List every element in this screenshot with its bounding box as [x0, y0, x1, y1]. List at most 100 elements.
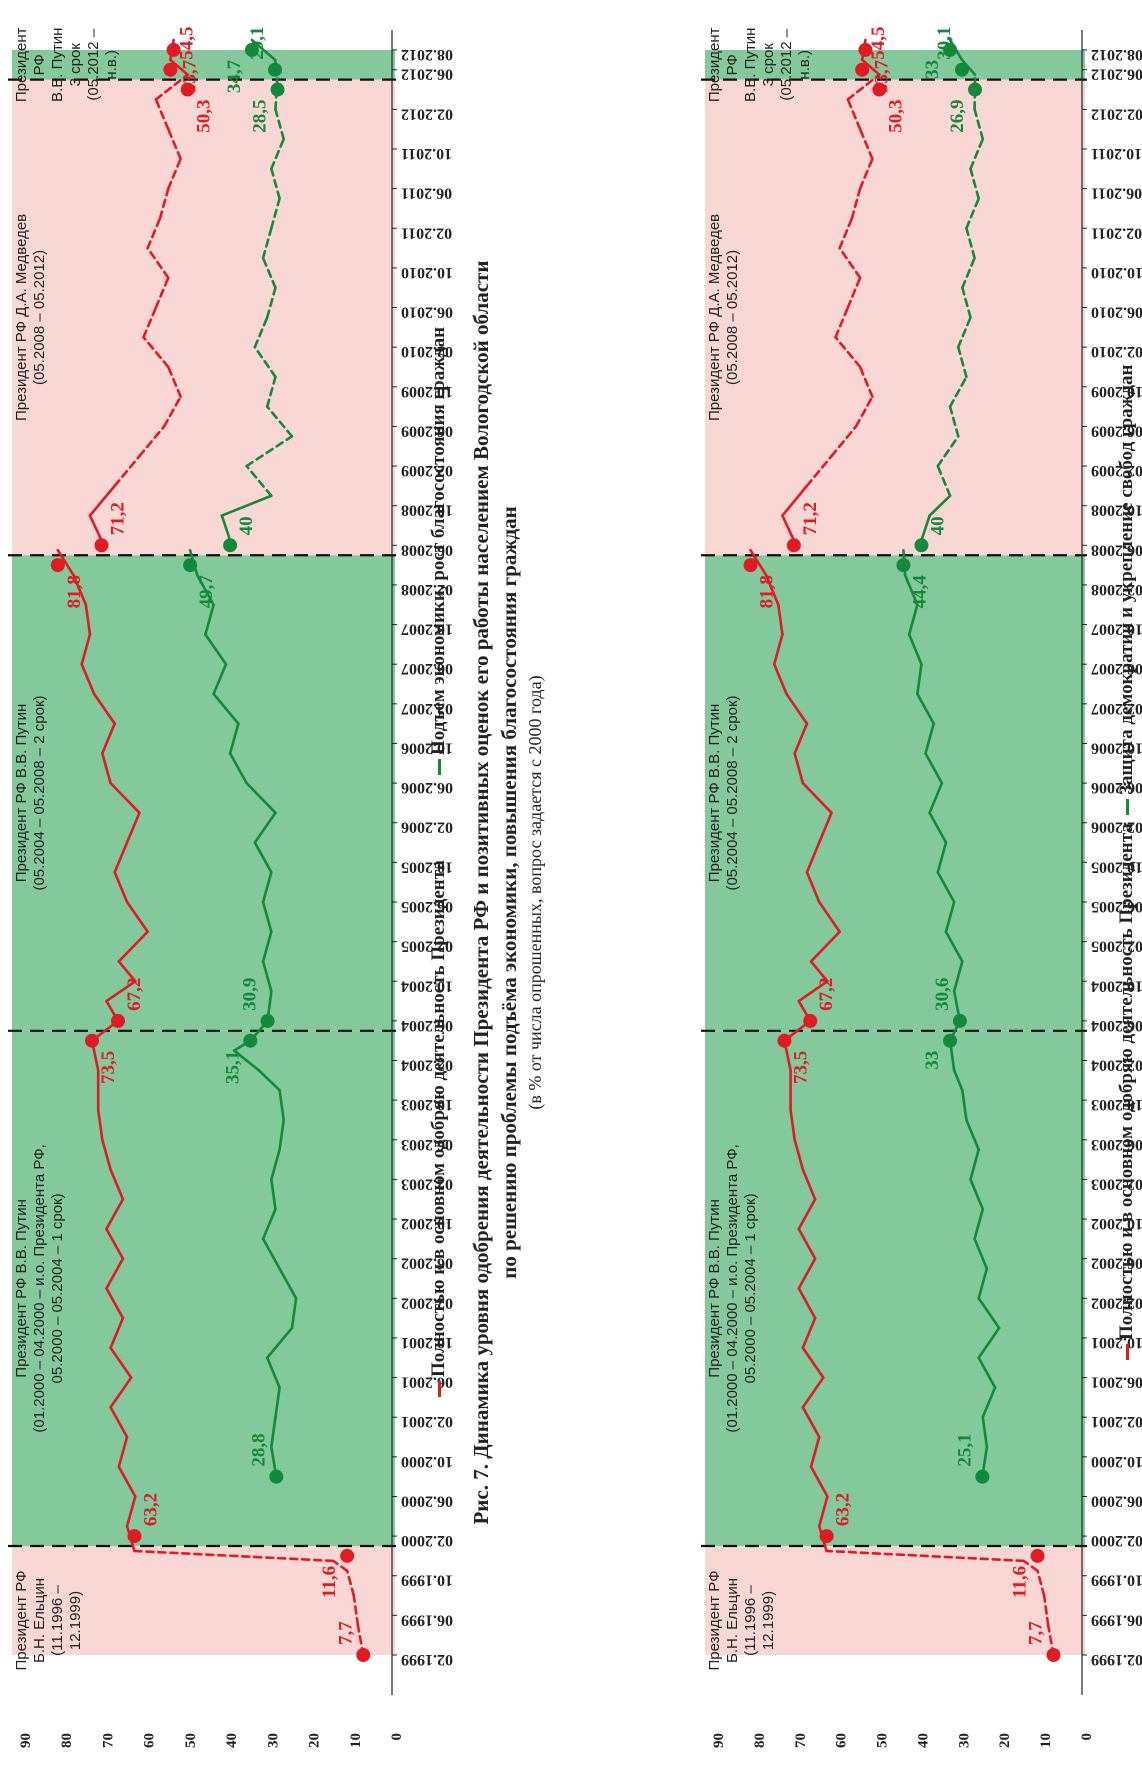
series-0-segment: [117, 930, 149, 963]
series-1-marker: [943, 1033, 958, 1048]
chart-panel-top: Президент РФБ.Н. Ельцин(11.1996 –12.1999…: [8, 26, 453, 1748]
figure-note: (в % от числа опрошенных, вопрос задаетс…: [525, 675, 545, 1110]
y-tick-label: 90: [711, 1733, 727, 1748]
x-tick-label: 06.2004: [401, 1017, 453, 1034]
series-1-segment: [253, 316, 269, 349]
series-1-segment: [228, 722, 240, 755]
series-0-segment: [113, 454, 141, 488]
series-0-segment: [801, 1168, 817, 1201]
series-0-segment: [846, 73, 881, 101]
y-tick-label: 70: [100, 1733, 116, 1748]
x-tick-label: 10.2001: [1091, 1334, 1142, 1351]
series-1-data-label: 40: [236, 516, 257, 535]
series-1-segment: [969, 137, 985, 171]
legend-top-issue: Подъем экономики, рост благосостояния гр…: [428, 327, 450, 775]
period-label-line: 3 срок: [760, 43, 777, 87]
x-tick-label: 10.2002: [1091, 1215, 1142, 1232]
series-0-segment: [133, 1549, 335, 1563]
x-tick-label: 06.1999: [1091, 1611, 1142, 1628]
series-0-segment: [101, 1138, 112, 1171]
x-tick-label: 02.2010: [1091, 343, 1142, 360]
series-0-segment: [105, 1287, 125, 1320]
period-label-line: 3 срок: [67, 43, 84, 87]
period-label-line: Б.Н. Ельцин: [31, 1578, 48, 1663]
series-1-segment: [944, 900, 956, 934]
x-tick-label: 10.2007: [1091, 621, 1142, 638]
series-1-marker: [223, 538, 238, 553]
x-tick-label: 10.2010: [1091, 264, 1142, 281]
period-label-line: В.В. Путин: [49, 28, 66, 102]
period-label-4: ПрезидентРФВ.В. Путин3 срок(05.2012 –н.в…: [706, 27, 813, 102]
series-1-segment: [220, 494, 273, 517]
series-0-segment: [109, 1406, 129, 1439]
chart-panel-bottom: Президент РФБ.Н. Ельцин(11.1996 –12.1999…: [701, 26, 1142, 1748]
series-0-segment: [801, 1346, 825, 1379]
x-tick-label: 02.2010: [401, 343, 453, 360]
x-tick-label: 06.2003: [1091, 1136, 1142, 1153]
x-tick-label: 02.2007: [401, 700, 453, 717]
series-0-marker: [855, 62, 870, 77]
series-1-segment: [228, 752, 248, 785]
series-0-data-label: 63,2: [140, 1493, 161, 1526]
series-0-marker: [819, 1529, 834, 1544]
x-tick-label: 10.2000: [1091, 1453, 1142, 1470]
series-0-segment: [772, 662, 788, 696]
series-0-data-label: 11,6: [1010, 1566, 1031, 1598]
series-0-marker: [110, 1013, 125, 1028]
y-tick-label: 70: [793, 1733, 809, 1748]
series-0-segment: [817, 1495, 829, 1528]
series-1-segment: [261, 226, 273, 260]
series-0-segment: [125, 1495, 137, 1528]
y-tick-label: 80: [59, 1733, 75, 1748]
x-tick-label: 08.2012: [401, 46, 453, 63]
x-tick-label: 10.2005: [1091, 858, 1142, 875]
series-1-segment: [977, 1356, 997, 1389]
series-1-marker: [914, 538, 929, 553]
series-1-segment: [270, 1178, 277, 1211]
series-1-marker: [975, 1469, 990, 1484]
series-0-segment: [838, 217, 854, 250]
series-0-segment: [805, 454, 833, 488]
series-0-segment: [797, 1227, 817, 1260]
series-1-marker: [952, 1013, 967, 1028]
series-1-segment: [253, 811, 277, 844]
period-band-0: [12, 1546, 395, 1655]
x-tick-label: 10.2007: [401, 621, 453, 638]
x-tick-label: 10.2002: [401, 1215, 453, 1232]
series-1-marker: [244, 42, 259, 57]
series-0-marker: [166, 42, 181, 57]
series-1-segment: [928, 494, 952, 517]
x-tick-label: 06.2000: [1091, 1492, 1142, 1509]
series-0-segment: [105, 1227, 125, 1260]
period-label-line: Президент РФ В.В. Путин: [13, 704, 30, 883]
series-0-segment: [162, 395, 182, 428]
series-1-data-label: 26,9: [947, 100, 968, 133]
x-tick-label: 06.2011: [1091, 185, 1142, 202]
series-1-segment: [973, 108, 985, 141]
series-0-segment: [92, 692, 116, 725]
series-1-segment: [270, 167, 281, 200]
x-tick-label: 02.2003: [1091, 1175, 1142, 1192]
period-label-2: Президент РФ В.В. Путин(05.2004 – 05.200…: [706, 695, 741, 890]
series-1-segment: [961, 256, 976, 289]
series-0-data-label: 7,7: [1026, 1621, 1047, 1645]
series-0-marker: [85, 1033, 100, 1048]
series-0-segment: [846, 98, 862, 131]
x-tick-label: 08.2012: [1091, 46, 1142, 63]
series-1-segment: [936, 435, 960, 468]
series-0-data-label: 63,2: [833, 1493, 854, 1526]
series-0-segment: [109, 1316, 125, 1350]
series-0-marker: [743, 558, 758, 573]
series-0-segment: [817, 811, 833, 844]
series-0-data-label: 67,2: [816, 978, 837, 1011]
series-0-segment: [797, 1257, 817, 1290]
series-1-segment: [965, 1118, 980, 1151]
series-0-segment: [1022, 1559, 1039, 1573]
series-0-segment: [793, 1138, 805, 1171]
series-0-segment: [166, 365, 182, 398]
x-tick-label: 10.2004: [1091, 977, 1142, 994]
series-1-data-label: 33: [922, 60, 943, 79]
period-band-0: [705, 1546, 1085, 1655]
